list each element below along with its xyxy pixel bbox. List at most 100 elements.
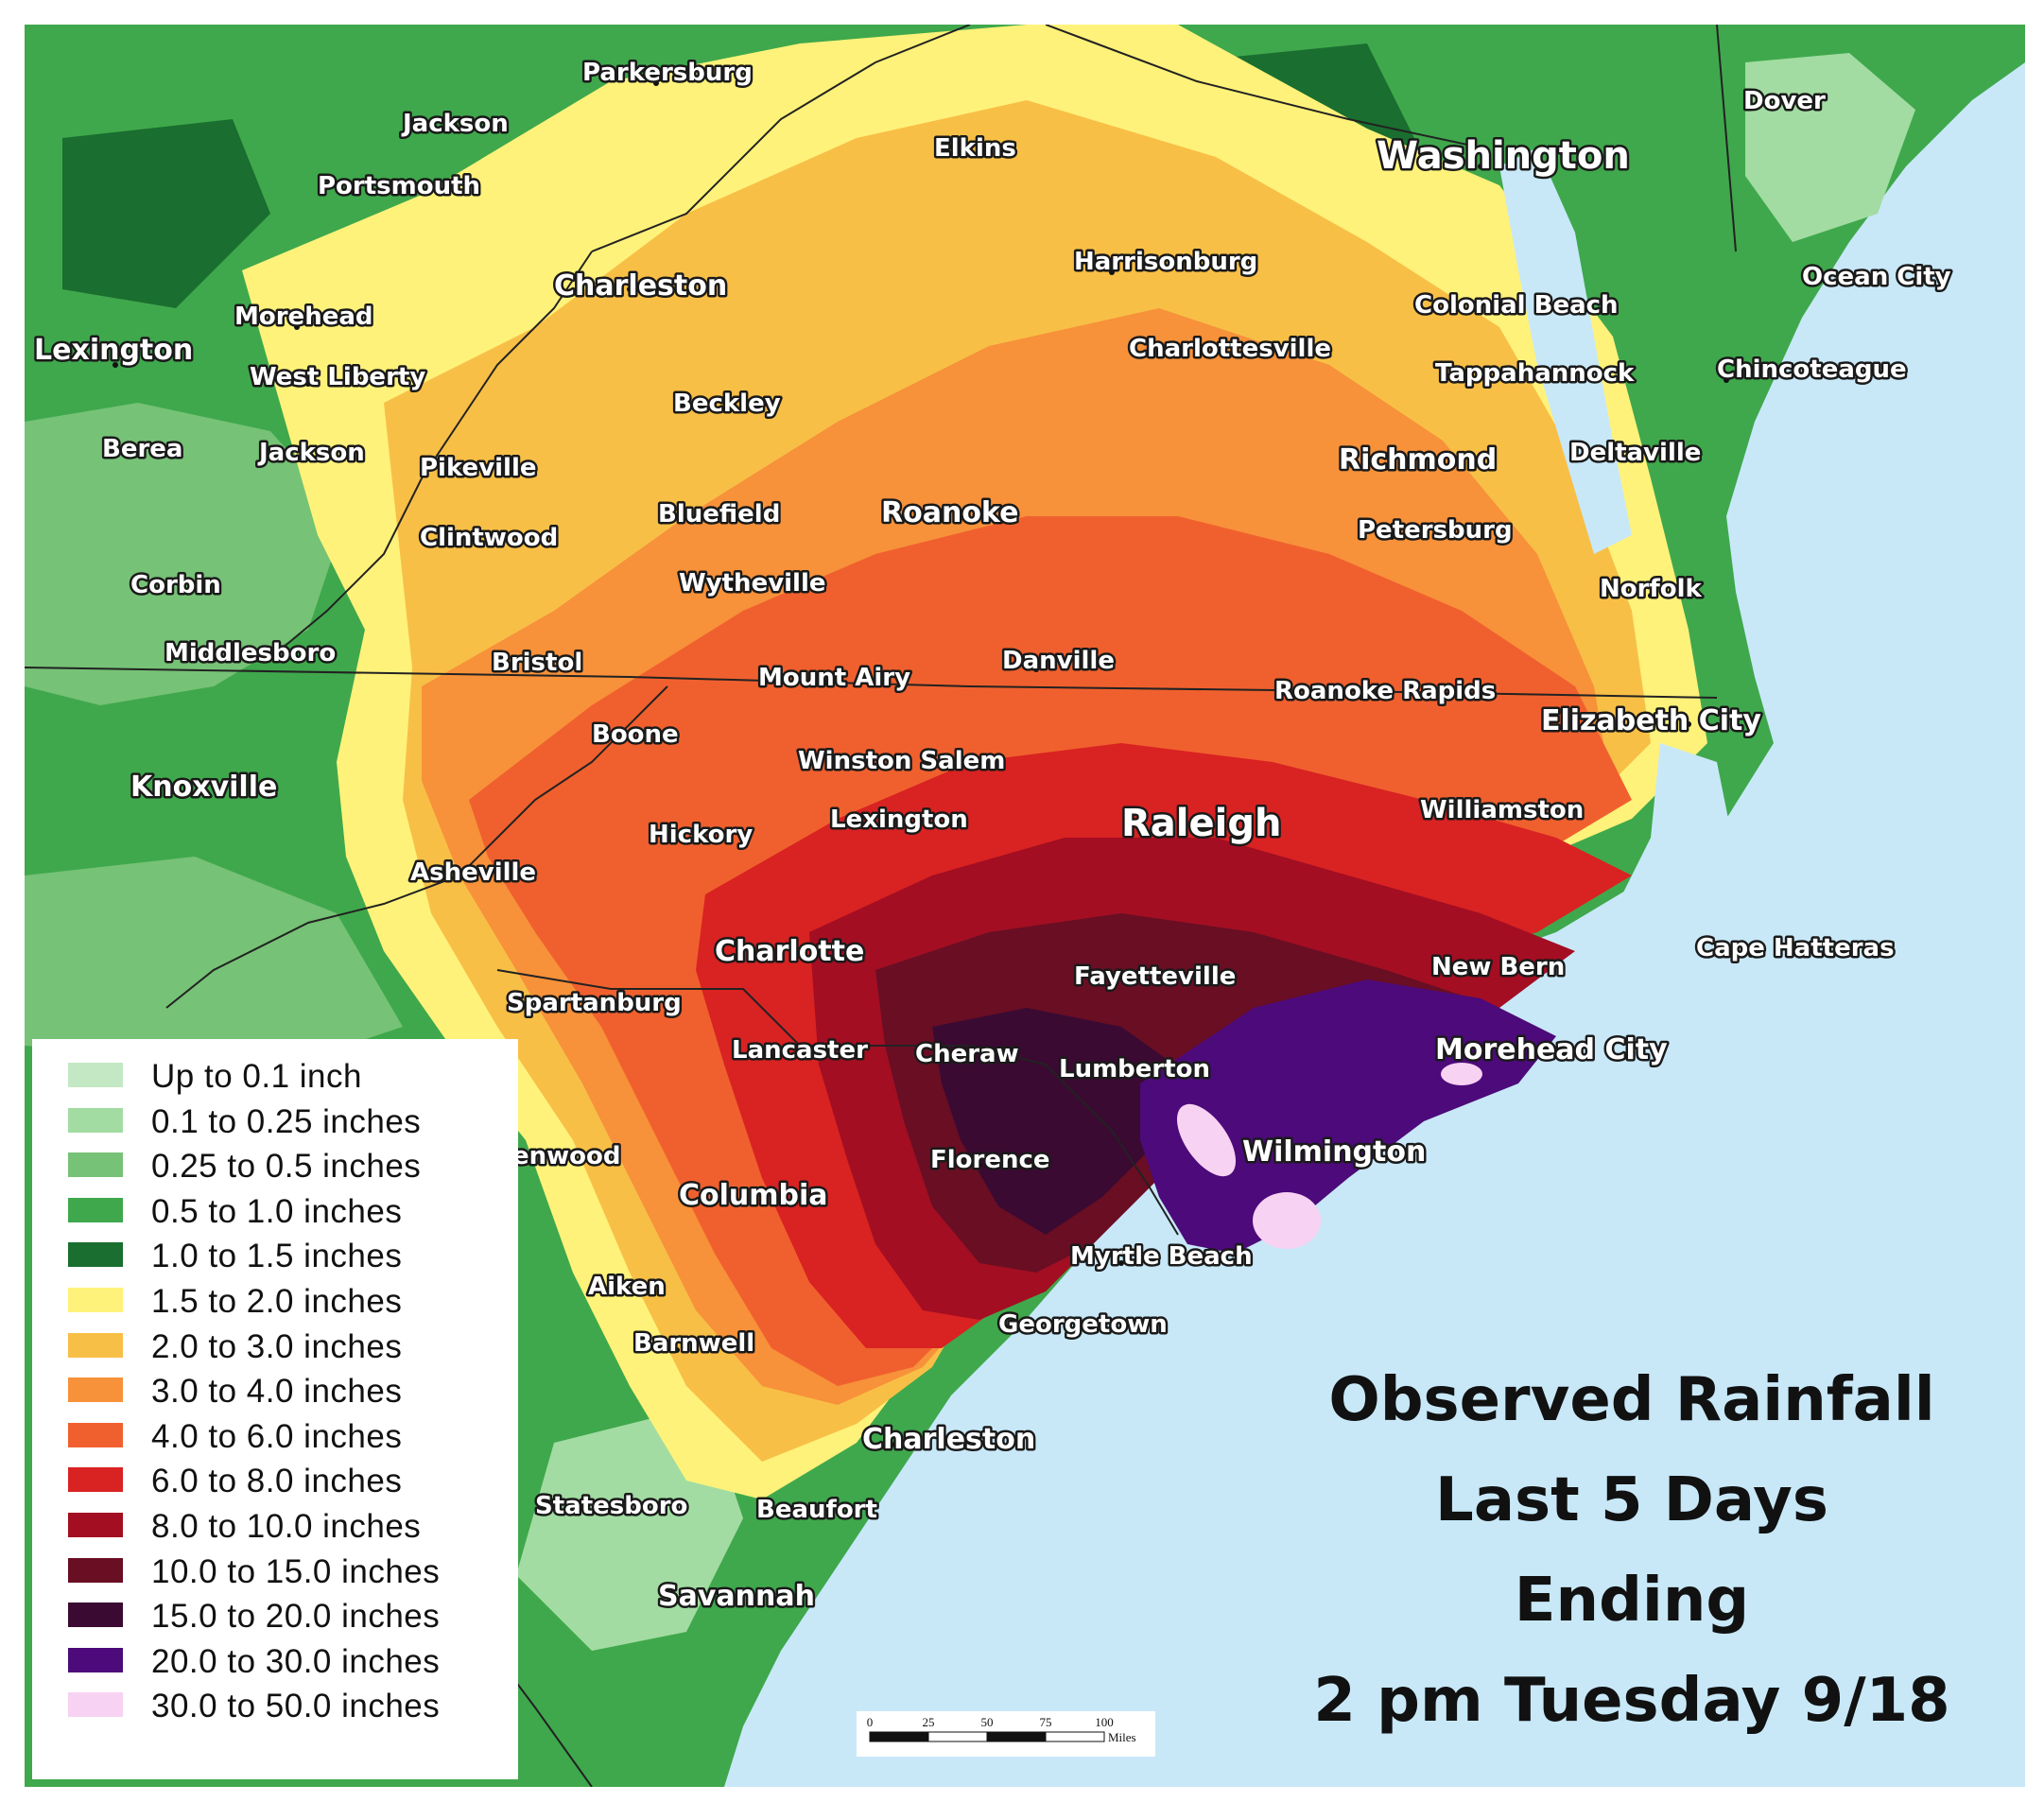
- city-label: Dover: [1743, 87, 1826, 115]
- city-labels: Parkersburg Jackson Elkins Washington Dover P…: [32, 56, 1954, 1615]
- city-marker: [693, 839, 699, 844]
- legend-swatch: [68, 1647, 123, 1672]
- city-label: Lancaster: [732, 1036, 868, 1065]
- city-marker: [1805, 105, 1810, 111]
- scale-tick-label: 25: [923, 1715, 935, 1729]
- legend-label: 4.0 to 6.0 inches: [151, 1417, 403, 1455]
- city-label: Cape Hatteras: [1696, 934, 1895, 962]
- city-marker: [1865, 277, 1871, 283]
- city-label: Columbia: [679, 1179, 828, 1212]
- city-label: Corbin: [130, 571, 221, 599]
- city-marker: [944, 1058, 950, 1064]
- city-marker: [1359, 695, 1364, 701]
- city-marker: [695, 407, 701, 413]
- city-label: Parkersburg: [582, 59, 753, 87]
- city-marker: [1459, 814, 1464, 820]
- city-marker: [937, 508, 943, 513]
- legend-swatch: [68, 1197, 123, 1222]
- city-label: Statesboro: [535, 1492, 687, 1520]
- map-title: Observed Rainfall Last 5 Days Ending 2 p…: [1197, 1350, 2025, 1751]
- scale-segment: [1045, 1731, 1105, 1742]
- city-label: Fayetteville: [1074, 962, 1236, 991]
- city-marker: [466, 542, 472, 547]
- city-marker: [1449, 305, 1455, 311]
- land-dark-green: [62, 119, 270, 308]
- city-marker: [305, 381, 311, 387]
- city-label: Wytheville: [679, 569, 826, 598]
- city-label: Portsmouth: [318, 172, 480, 200]
- city-marker: [135, 451, 141, 457]
- city-label: Jackson: [401, 110, 509, 138]
- legend-swatch: [68, 1063, 123, 1087]
- city-marker: [1043, 1328, 1048, 1334]
- city-marker: [629, 736, 634, 742]
- city-marker: [457, 876, 462, 882]
- legend-swatch: [68, 1107, 123, 1133]
- title-line-2: Last 5 Days: [1435, 1465, 1828, 1535]
- city-marker: [1648, 593, 1654, 598]
- legend-swatch: [68, 1242, 123, 1268]
- city-marker: [1724, 377, 1729, 383]
- city-marker: [1109, 269, 1115, 275]
- legend-item: 1.0 to 1.5 inches: [32, 1238, 518, 1283]
- legend-swatch: [68, 1557, 123, 1583]
- city-label: Aiken: [588, 1273, 666, 1301]
- title-line-1: Observed Rainfall: [1328, 1365, 1935, 1435]
- city-label: Morehead City: [1435, 1033, 1668, 1066]
- city-marker: [702, 1599, 708, 1604]
- city-label: Lexington: [34, 334, 193, 367]
- rain-band-20-30: [1140, 979, 1556, 1254]
- legend-label: 30.0 to 50.0 inches: [151, 1688, 441, 1725]
- city-label: New Bern: [1431, 953, 1565, 981]
- legend-item: 4.0 to 6.0 inches: [32, 1418, 518, 1464]
- city-label: Bluefield: [658, 500, 780, 528]
- city-marker: [627, 286, 632, 292]
- city-label: Morehead: [234, 303, 373, 331]
- city-marker: [1251, 1154, 1256, 1160]
- city-label: Tappahannock: [1435, 359, 1635, 388]
- scale-segment: [927, 1731, 988, 1742]
- land-light-green: [1745, 53, 1915, 242]
- city-marker: [977, 1162, 982, 1168]
- legend-swatch: [68, 1152, 123, 1178]
- city-marker: [1100, 1073, 1105, 1079]
- city-marker: [182, 789, 188, 795]
- scale-tick-label: 75: [1040, 1715, 1052, 1729]
- city-label: Georgetown: [998, 1310, 1168, 1339]
- city-label: Lexington: [830, 806, 968, 834]
- city-marker: [1204, 353, 1209, 358]
- scale-tick-label: 50: [981, 1715, 994, 1729]
- city-label: Middlesboro: [165, 639, 336, 667]
- rain-band-30-50: [1441, 1063, 1482, 1085]
- legend-label: Up to 0.1 inch: [151, 1058, 362, 1095]
- legend-swatch: [68, 1377, 123, 1403]
- city-marker: [1468, 1052, 1474, 1058]
- legend-item: 0.25 to 0.5 inches: [32, 1148, 518, 1193]
- legend-item: 2.0 to 3.0 inches: [32, 1328, 518, 1374]
- city-marker: [967, 152, 973, 158]
- city-label: Jackson: [257, 439, 365, 467]
- city-label: Chincoteague: [1717, 355, 1907, 384]
- city-label: Berea: [102, 435, 182, 463]
- city-label: Charleston: [862, 1423, 1035, 1456]
- city-marker: [1389, 534, 1394, 540]
- legend-label: 1.5 to 2.0 inches: [151, 1282, 403, 1320]
- city-label: Colonial Beach: [1414, 291, 1619, 320]
- city-marker: [882, 823, 888, 829]
- city-marker: [1686, 721, 1691, 727]
- city-label: Richmond: [1339, 443, 1497, 476]
- city-label: Bristol: [492, 649, 582, 677]
- city-marker: [296, 457, 302, 462]
- legend-item: 1.5 to 2.0 inches: [32, 1283, 518, 1328]
- city-label: Elizabeth City: [1541, 704, 1761, 737]
- city-marker: [532, 1160, 538, 1166]
- city-marker: [113, 362, 118, 368]
- city-label: Boone: [592, 720, 679, 749]
- legend-item: 0.5 to 1.0 inches: [32, 1193, 518, 1239]
- legend-item: Up to 0.1 inch: [32, 1058, 518, 1103]
- city-label: Savannah: [658, 1580, 815, 1613]
- city-marker: [674, 1347, 680, 1353]
- city-marker: [1478, 164, 1483, 169]
- city-label: Knoxville: [130, 771, 277, 804]
- title-line-4: 2 pm Tuesday 9/18: [1313, 1666, 1950, 1736]
